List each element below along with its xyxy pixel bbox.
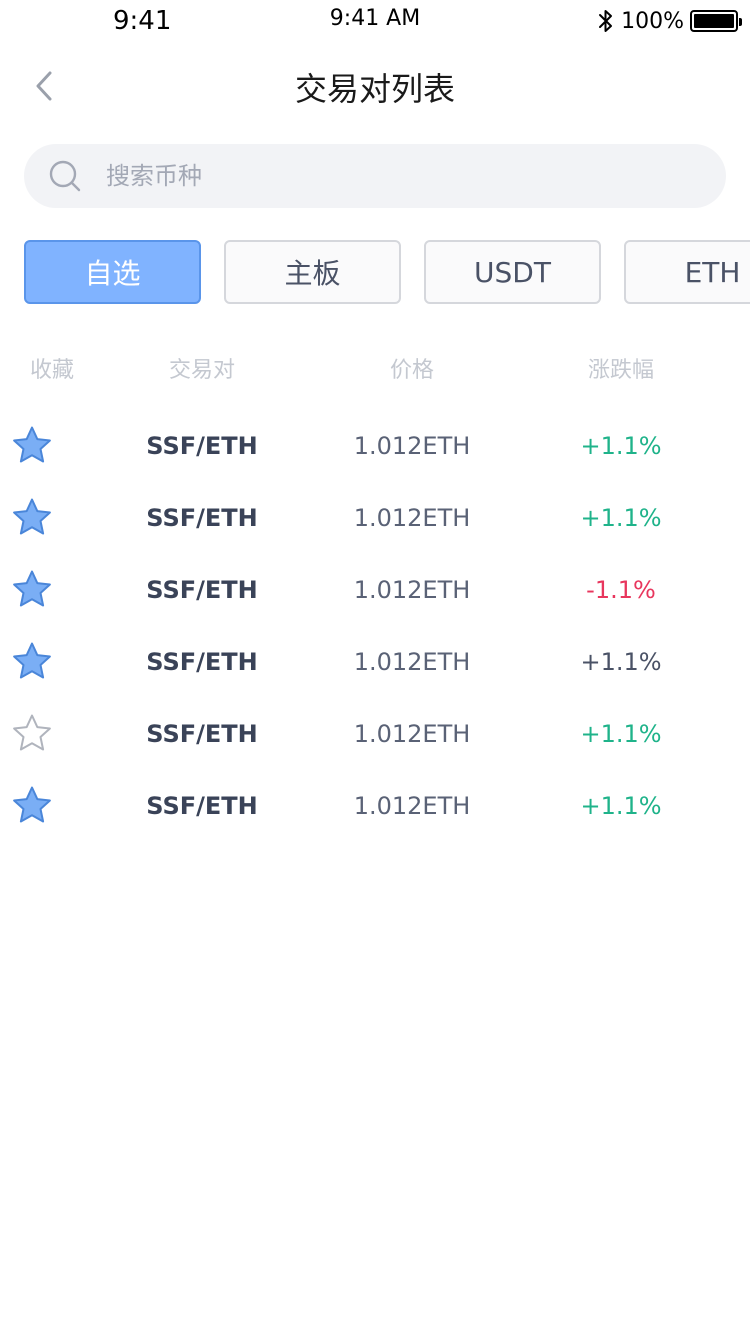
pair-name: SSF/ETH <box>146 504 258 532</box>
favorite-cell <box>0 770 64 842</box>
header-favorite: 收藏 <box>29 358 74 383</box>
pair-change: +1.1% <box>580 792 662 820</box>
table-row[interactable]: SSF/ETH 1.012ETH +1.1% <box>0 698 750 770</box>
chevron-left-icon <box>36 71 52 101</box>
back-button[interactable] <box>22 64 66 108</box>
market-tabs: 自选 主板 USDT ETH <box>24 240 750 304</box>
pair-name: SSF/ETH <box>146 648 258 676</box>
table-header: 收藏 交易对 价格 涨跌幅 <box>0 344 750 388</box>
table-row[interactable]: SSF/ETH 1.012ETH +1.1% <box>0 770 750 842</box>
star-icon[interactable] <box>10 568 54 612</box>
status-time-left: 9:41 <box>113 6 172 36</box>
status-right-group: 100% <box>597 6 742 36</box>
pair-change: +1.1% <box>580 432 662 460</box>
tab-favorites[interactable]: 自选 <box>24 240 201 304</box>
pair-price: 1.012ETH <box>353 504 471 532</box>
pair-price: 1.012ETH <box>353 648 471 676</box>
pair-name: SSF/ETH <box>146 576 258 604</box>
pair-name: SSF/ETH <box>146 792 258 820</box>
pair-price: 1.012ETH <box>353 576 471 604</box>
table-row[interactable]: SSF/ETH 1.012ETH -1.1% <box>0 554 750 626</box>
header-change: 涨跌幅 <box>587 358 654 383</box>
search-bar[interactable] <box>24 144 726 208</box>
header-price: 价格 <box>389 358 434 383</box>
star-icon[interactable] <box>10 424 54 468</box>
bluetooth-icon <box>599 10 613 32</box>
status-time-center: 9:41 AM <box>329 6 421 31</box>
tab-eth[interactable]: ETH <box>624 240 750 304</box>
favorite-cell <box>0 554 64 626</box>
pair-change: +1.1% <box>580 504 662 532</box>
tab-main-board[interactable]: 主板 <box>224 240 401 304</box>
pair-price: 1.012ETH <box>353 720 471 748</box>
pair-price: 1.012ETH <box>353 432 471 460</box>
pair-price: 1.012ETH <box>353 792 471 820</box>
battery-icon <box>690 10 742 32</box>
favorite-cell <box>0 626 64 698</box>
star-icon[interactable] <box>10 712 54 756</box>
table-row[interactable]: SSF/ETH 1.012ETH +1.1% <box>0 482 750 554</box>
favorite-cell <box>0 410 64 482</box>
battery-fill <box>694 14 734 28</box>
table-row[interactable]: SSF/ETH 1.012ETH +1.1% <box>0 626 750 698</box>
nav-bar: 交易对列表 <box>0 44 750 128</box>
pair-name: SSF/ETH <box>146 720 258 748</box>
star-icon[interactable] <box>10 496 54 540</box>
table-row[interactable]: SSF/ETH 1.012ETH +1.1% <box>0 410 750 482</box>
tab-usdt[interactable]: USDT <box>424 240 601 304</box>
search-input[interactable] <box>106 156 666 196</box>
star-icon[interactable] <box>10 784 54 828</box>
pair-change: -1.1% <box>586 576 656 604</box>
star-icon[interactable] <box>10 640 54 684</box>
header-pair: 交易对 <box>168 358 235 383</box>
search-icon <box>49 160 81 192</box>
status-bar: 9:41 9:41 AM 100% <box>0 0 750 40</box>
favorite-cell <box>0 482 64 554</box>
favorite-cell <box>0 698 64 770</box>
pair-name: SSF/ETH <box>146 432 258 460</box>
pair-change: +1.1% <box>580 648 662 676</box>
pair-change: +1.1% <box>580 720 662 748</box>
page-title: 交易对列表 <box>294 70 455 108</box>
battery-percent: 100% <box>621 8 684 34</box>
